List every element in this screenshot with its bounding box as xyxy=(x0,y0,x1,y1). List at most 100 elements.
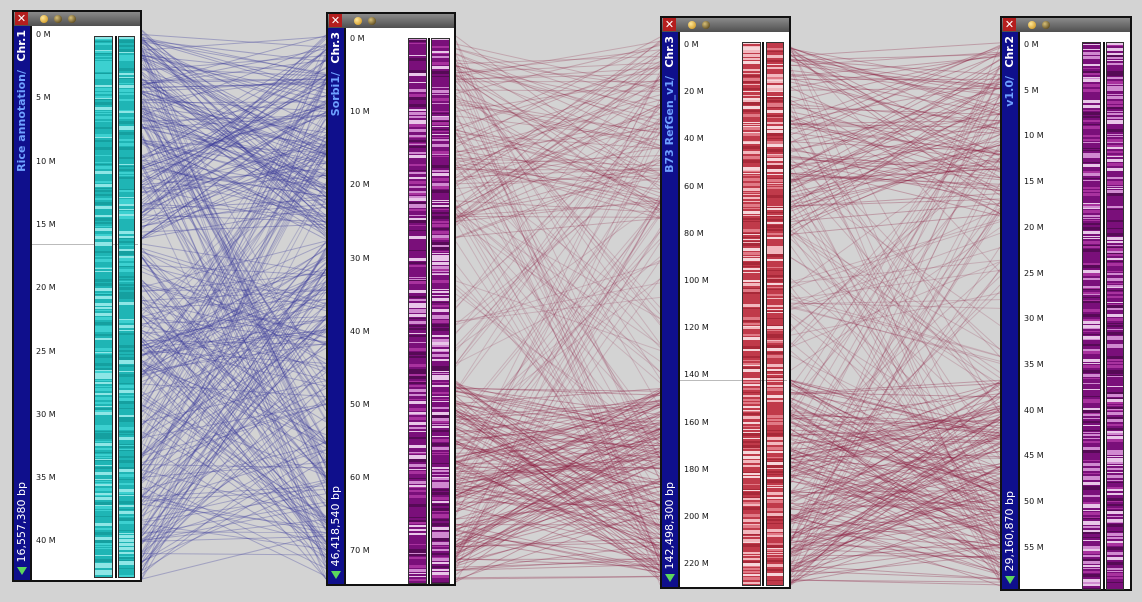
feature-track-1[interactable] xyxy=(94,36,113,578)
triangle-down-icon[interactable] xyxy=(17,567,27,575)
synteny-link xyxy=(790,421,1001,469)
feature-stripe xyxy=(767,533,783,535)
feature-stripe xyxy=(767,88,783,91)
tick-label: 50 M xyxy=(350,400,370,409)
feature-stripe xyxy=(1083,331,1100,332)
triangle-down-icon[interactable] xyxy=(665,574,675,582)
close-icon[interactable]: ✕ xyxy=(329,14,342,27)
feature-stripe xyxy=(95,319,112,320)
close-icon[interactable]: ✕ xyxy=(15,12,28,25)
feature-stripe xyxy=(432,567,449,568)
feature-stripe xyxy=(432,280,449,283)
synteny-link xyxy=(141,268,327,544)
synteny-link xyxy=(455,201,661,487)
triangle-down-icon[interactable] xyxy=(331,571,341,579)
chromosome-panel-sorghum-chr3[interactable]: ✕ Chr.3 Sorbi1/ 46,418,540 bp 0 M 10 M 20 … xyxy=(326,12,456,586)
feature-track-1[interactable] xyxy=(742,42,761,586)
feature-stripe xyxy=(1107,529,1123,530)
feature-track-2[interactable] xyxy=(431,38,450,584)
synteny-link xyxy=(141,324,327,456)
feature-stripe xyxy=(119,344,134,345)
synteny-link xyxy=(141,48,327,86)
synteny-link xyxy=(141,80,327,559)
synteny-link xyxy=(141,38,327,219)
settings-icon[interactable] xyxy=(368,17,376,25)
feature-stripe xyxy=(432,83,449,85)
minimize-icon[interactable] xyxy=(40,15,48,23)
panel-titlebar[interactable]: ✕ xyxy=(14,12,140,26)
feature-stripe xyxy=(743,426,760,427)
feature-track-1[interactable] xyxy=(1082,42,1101,590)
feature-stripe xyxy=(1083,468,1100,471)
synteny-link xyxy=(790,286,1001,559)
genome-label[interactable]: v1.0/ xyxy=(1003,76,1016,107)
feature-stripe xyxy=(767,345,783,348)
feature-stripe xyxy=(432,452,449,453)
settings-icon[interactable] xyxy=(702,21,710,29)
synteny-link xyxy=(141,398,327,517)
feature-stripe xyxy=(432,447,449,450)
feature-stripe xyxy=(743,258,760,261)
chromosome-panel-maize-chr3[interactable]: ✕ Chr.3 B73 RefGen_v1/ 142,498,300 bp 0 … xyxy=(660,16,791,589)
synteny-link xyxy=(455,400,661,464)
synteny-link xyxy=(790,490,1001,551)
feature-stripe xyxy=(743,580,760,581)
genome-label[interactable]: Sorbi1/ xyxy=(329,72,342,117)
feature-stripe xyxy=(1107,263,1123,266)
synteny-link xyxy=(790,47,1001,115)
feature-stripe xyxy=(1107,504,1123,506)
feature-stripe xyxy=(409,427,426,429)
feature-stripe xyxy=(743,514,760,517)
feature-stripe xyxy=(1083,77,1100,78)
synteny-link xyxy=(790,101,1001,204)
close-icon[interactable]: ✕ xyxy=(663,18,676,31)
feature-stripe xyxy=(119,330,134,331)
synteny-link xyxy=(455,384,661,477)
feature-stripe xyxy=(767,325,783,326)
feature-stripe xyxy=(1083,418,1100,419)
feature-stripe xyxy=(432,553,449,555)
feature-track-1[interactable] xyxy=(408,38,427,584)
feature-stripe xyxy=(767,259,783,261)
feature-stripe xyxy=(95,184,112,187)
synteny-link xyxy=(455,140,661,202)
synteny-link xyxy=(141,110,327,375)
synteny-link xyxy=(790,415,1001,549)
genome-label[interactable]: Rice annotation/ xyxy=(15,70,28,172)
close-icon[interactable]: ✕ xyxy=(1003,18,1016,31)
chromosome-axis xyxy=(678,32,680,587)
feature-stripe xyxy=(1083,49,1100,50)
feature-stripe xyxy=(432,342,449,345)
synteny-link xyxy=(141,485,327,498)
synteny-link xyxy=(455,146,661,182)
synteny-link xyxy=(141,59,327,182)
panel-titlebar[interactable]: ✕ xyxy=(1002,18,1130,32)
synteny-link xyxy=(455,169,661,190)
synteny-link xyxy=(790,238,1001,435)
minimize-icon[interactable] xyxy=(354,17,362,25)
genome-label[interactable]: B73 RefGen_v1/ xyxy=(663,76,676,173)
expand-icon[interactable] xyxy=(68,15,76,23)
feature-stripe xyxy=(1107,258,1123,260)
feature-stripe xyxy=(432,351,449,352)
synteny-link xyxy=(790,46,1001,273)
synteny-link xyxy=(141,404,327,526)
synteny-link xyxy=(455,132,661,347)
feature-track-2[interactable] xyxy=(118,36,135,578)
synteny-link xyxy=(790,384,1001,519)
synteny-link xyxy=(790,503,1001,511)
minimize-icon[interactable] xyxy=(1028,21,1036,29)
feature-track-2[interactable] xyxy=(766,42,784,586)
feature-track-2[interactable] xyxy=(1106,42,1124,590)
feature-stripe xyxy=(1083,60,1100,63)
triangle-down-icon[interactable] xyxy=(1005,576,1015,584)
chromosome-panel-rice-chr1[interactable]: ✕ Chr.1 Rice annotation/ 16,557,380 bp 0… xyxy=(12,10,142,582)
settings-icon[interactable] xyxy=(54,15,62,23)
settings-icon[interactable] xyxy=(1042,21,1050,29)
minimize-icon[interactable] xyxy=(688,21,696,29)
panel-titlebar[interactable]: ✕ xyxy=(328,14,454,28)
feature-stripe xyxy=(1083,215,1100,217)
panel-titlebar[interactable]: ✕ xyxy=(662,18,789,32)
feature-stripe xyxy=(1107,314,1123,317)
